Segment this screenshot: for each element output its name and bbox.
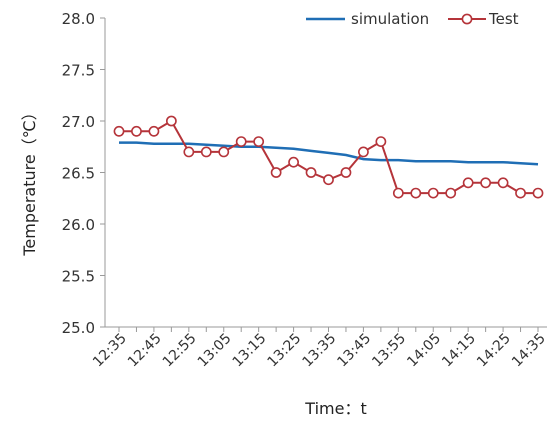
test-data-point xyxy=(323,174,334,186)
simulation-legend-label: simulation xyxy=(351,10,429,28)
test-data-point xyxy=(462,177,474,189)
test-data-point xyxy=(113,125,125,137)
x-tick-label: 13:55 xyxy=(369,331,409,371)
test-data-point xyxy=(427,187,439,199)
x-tick-label: 14:05 xyxy=(404,331,444,371)
test-data-point xyxy=(270,167,282,178)
test-data-point xyxy=(183,146,195,158)
x-axis-label: Time：t xyxy=(304,399,366,418)
test-data-point xyxy=(410,187,422,199)
y-tick-label: 28.0 xyxy=(62,10,95,28)
y-tick-label: 27.0 xyxy=(62,113,95,131)
x-axis: 12:3512:4512:5513:0513:1513:2513:3513:45… xyxy=(90,326,548,371)
test-data-point xyxy=(340,167,352,178)
test-data-point xyxy=(532,187,544,199)
y-tick-label: 26.0 xyxy=(62,216,95,234)
x-tick-label: 13:45 xyxy=(334,331,374,371)
y-tick-label: 25.0 xyxy=(62,319,95,337)
x-tick-label: 13:35 xyxy=(299,331,339,371)
x-tick-label: 12:35 xyxy=(90,331,130,371)
x-tick-label: 12:55 xyxy=(160,331,200,371)
x-tick-label: 13:25 xyxy=(265,331,305,371)
test-data-point xyxy=(515,187,526,199)
test-data-point xyxy=(148,125,160,137)
x-tick-label: 14:35 xyxy=(509,331,548,371)
test-data-point xyxy=(480,177,492,189)
y-tick-label: 26.5 xyxy=(62,165,95,183)
test-data-point xyxy=(165,115,177,127)
x-tick-label: 14:15 xyxy=(439,331,479,371)
test-data-point xyxy=(392,187,404,199)
test-data-point xyxy=(235,136,247,147)
test-data-point xyxy=(445,187,457,199)
legend: simulation Test xyxy=(306,10,519,28)
y-axis-label: Temperature（℃） xyxy=(20,104,39,256)
x-tick-label: 14:25 xyxy=(474,331,514,371)
x-tick-label: 13:05 xyxy=(195,331,235,371)
test-legend-marker xyxy=(461,13,473,25)
series-layer xyxy=(113,115,544,199)
test-data-point xyxy=(200,146,212,158)
x-tick-label: 13:15 xyxy=(230,331,270,371)
y-tick-label: 27.5 xyxy=(62,62,95,80)
test-legend-label: Test xyxy=(488,10,519,28)
y-axis: 25.0 25.5 26.0 26.5 27.0 27.5 28.0 xyxy=(62,10,106,337)
test-data-point xyxy=(358,146,369,158)
test-data-point xyxy=(497,177,509,189)
simulation-series-line xyxy=(119,141,539,166)
y-tick-label: 25.5 xyxy=(62,268,95,286)
test-data-point xyxy=(253,136,265,147)
x-tick-label: 12:45 xyxy=(125,331,165,371)
test-data-point xyxy=(131,125,142,137)
test-data-point xyxy=(288,156,299,168)
test-data-point xyxy=(375,136,387,147)
test-data-point xyxy=(218,146,230,158)
test-data-point xyxy=(305,167,317,178)
